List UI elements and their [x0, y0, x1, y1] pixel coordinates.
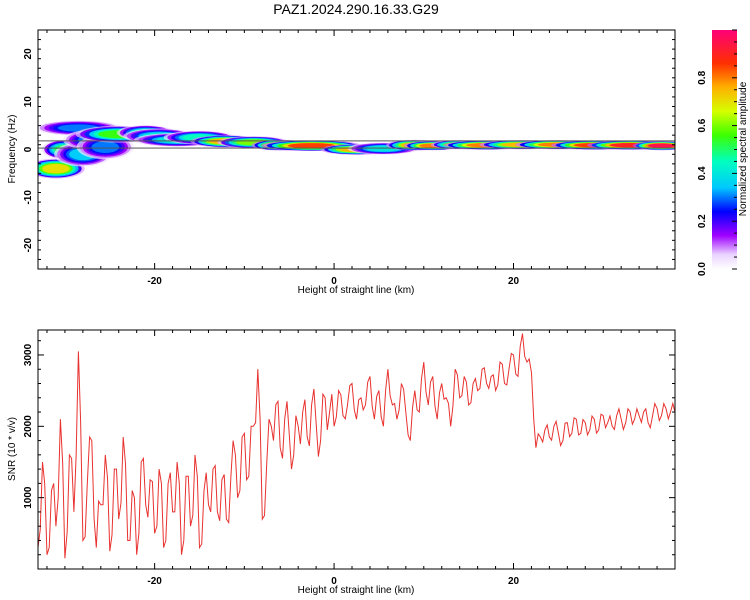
y-tick-label: -10 [23, 190, 34, 205]
y-tick-label: 2000 [23, 415, 34, 438]
snr-y-axis-label: SNR (10 * v/v) [7, 417, 18, 481]
x-tick-label: 0 [331, 276, 337, 287]
spectrogram-blob-level [91, 141, 120, 153]
colorbar: 0.0 0.2 0.4 0.6 0.8 Normalized spectral ampl… [697, 29, 749, 276]
y-tick-label: 3000 [23, 343, 34, 366]
snr-series-line [38, 333, 675, 559]
spectrogram-blob-level [42, 163, 70, 174]
x-tick-label: -20 [147, 576, 162, 587]
snr-axes: -20 0 20 1000 2000 3000 [23, 330, 676, 587]
colorbar-tick-label: 0.6 [697, 118, 708, 132]
figure-title: PAZ1.2024.290.16.33.G29 [273, 1, 439, 17]
spectrogram-frame [37, 29, 676, 270]
colorbar-ticks: 0.0 0.2 0.4 0.6 0.8 [697, 29, 737, 276]
spectrogram-panel: -20 0 20 -20 -10 0 10 20 Height of straight lin… [7, 29, 676, 296]
spectrogram-blob-level [647, 143, 675, 148]
spectrogram-blob [632, 141, 675, 151]
reference-band [38, 140, 675, 149]
spectrogram-marks [38, 120, 675, 179]
x-tick-label: 0 [331, 576, 337, 587]
spectrogram-y-axis-label: Frequency (Hz) [7, 115, 18, 184]
y-tick-label: 20 [23, 48, 34, 60]
colorbar-tick-label: 0.0 [697, 262, 708, 276]
snr-panel: -20 0 20 1000 2000 3000 Height of straight li… [7, 329, 676, 596]
y-tick-label: 10 [23, 96, 34, 108]
snr-x-axis-label: Height of straight line (km) [298, 585, 415, 596]
spectrogram-axes: -20 0 20 -20 -10 0 10 20 [23, 29, 676, 287]
x-tick-label: 20 [508, 276, 520, 287]
x-tick-label: -20 [147, 276, 162, 287]
colorbar-tick-label: 0.8 [697, 70, 708, 84]
spectrogram-x-axis-label: Height of straight line (km) [298, 285, 415, 296]
spectrogram-blob-level [287, 143, 336, 149]
y-tick-label: 0 [23, 146, 34, 152]
snr-frame [37, 329, 676, 570]
colorbar-tick-label: 0.4 [697, 166, 708, 180]
colorbar-tick-label: 0.2 [697, 214, 708, 228]
x-tick-label: 20 [508, 576, 520, 587]
colorbar-label: Normalized spectral amplitude [738, 81, 749, 216]
y-tick-label: -20 [23, 237, 34, 252]
spectrogram-blob [261, 140, 362, 152]
y-tick-label: 1000 [23, 486, 34, 509]
colorbar-gradient [712, 30, 737, 269]
